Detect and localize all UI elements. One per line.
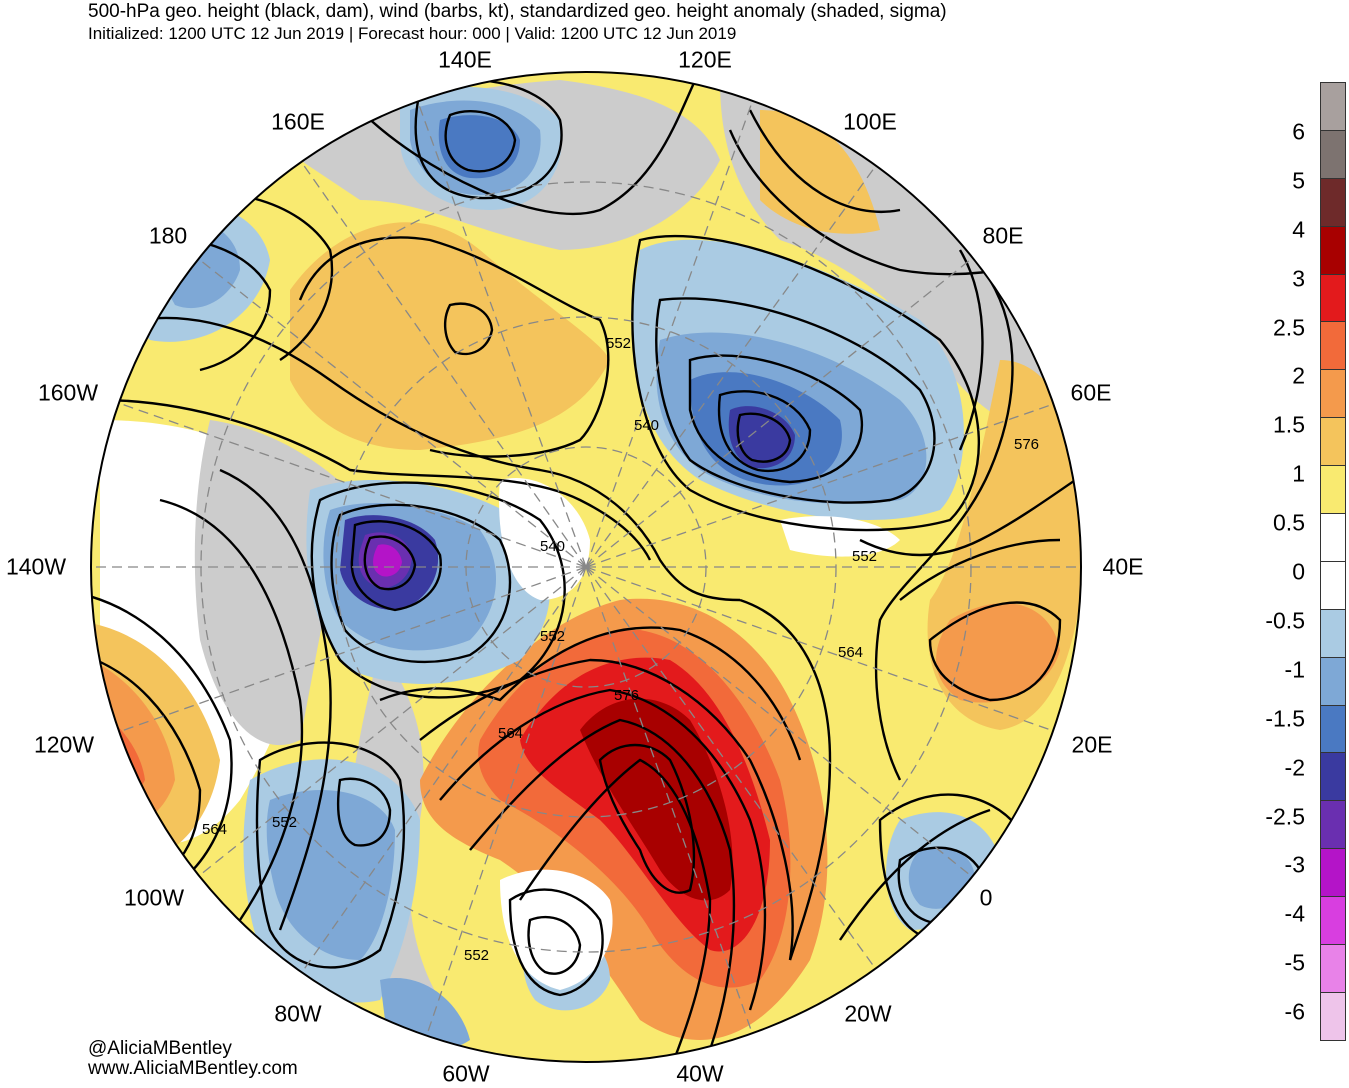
colorbar-tick-label: -2 — [1284, 754, 1305, 781]
colorbar-tick-label: 6 — [1292, 118, 1305, 145]
credit-handle: @AliciaMBentley — [88, 1038, 232, 1059]
contour-label: 576 — [1014, 436, 1039, 453]
contour-label: 540 — [634, 417, 659, 434]
colorbar-swatch — [1320, 513, 1346, 562]
colorbar-tick-label: -5 — [1284, 949, 1305, 976]
map-title: 500-hPa geo. height (black, dam), wind (… — [88, 1, 947, 22]
colorbar-tick-label: 0 — [1292, 558, 1305, 585]
colorbar-swatch — [1320, 752, 1346, 802]
colorbar-tick-label: 3 — [1292, 265, 1305, 292]
lon-label-100e: 100E — [843, 108, 897, 135]
map-boundary — [90, 71, 1082, 1063]
colorbar-swatch — [1320, 656, 1346, 706]
colorbar-swatch — [1320, 177, 1346, 227]
colorbar-swatch — [1320, 848, 1346, 898]
lon-label-60e: 60E — [1070, 379, 1112, 406]
contour-label: 552 — [540, 628, 565, 645]
colorbar-tick-label: -3 — [1284, 851, 1305, 878]
lon-label-80w: 80W — [274, 1000, 322, 1027]
lon-label-140w: 140W — [5, 553, 67, 580]
colorbar-swatch — [1320, 896, 1346, 946]
colorbar-swatch — [1320, 369, 1346, 419]
contour-label: 552 — [464, 947, 489, 964]
colorbar-swatch — [1320, 704, 1346, 754]
colorbar-tick-label: -4 — [1284, 900, 1305, 927]
lon-label-120w: 120W — [33, 731, 95, 758]
colorbar-swatch — [1320, 608, 1346, 658]
colorbar-tick-label: 5 — [1292, 167, 1305, 194]
colorbar-tick-label: -2.5 — [1265, 803, 1305, 829]
colorbar-tick-label: 4 — [1292, 216, 1305, 243]
colorbar-tick-label: -1.5 — [1265, 705, 1305, 732]
lon-label-120e: 120E — [678, 46, 732, 73]
lon-label-180: 180 — [148, 222, 188, 249]
colorbar-swatch — [1320, 944, 1346, 993]
contour-value-labels: 552 540 540 552 552 564 576 564 552 564 … — [202, 335, 1039, 964]
credit-website: www.AliciaMBentley.com — [88, 1058, 298, 1079]
lon-label-160e: 160E — [271, 108, 325, 135]
colorbar-swatch — [1320, 321, 1346, 371]
contour-label: 552 — [272, 814, 297, 831]
contour-label: 564 — [838, 644, 863, 661]
map-subtitle: Initialized: 1200 UTC 12 Jun 2019 | Fore… — [88, 24, 737, 43]
colorbar-swatch — [1320, 273, 1346, 323]
contour-label: 540 — [540, 538, 565, 555]
contour-label: 552 — [606, 335, 631, 352]
colorbar-tick-label: 1 — [1292, 460, 1305, 487]
lon-label-40w: 40W — [676, 1060, 724, 1087]
colorbar-swatch — [1320, 225, 1346, 275]
colorbar-swatch — [1320, 800, 1346, 850]
colorbar-swatch — [1320, 560, 1346, 610]
lon-label-60w: 60W — [442, 1060, 490, 1087]
lon-label-160w: 160W — [37, 379, 99, 406]
contour-label: 564 — [202, 821, 227, 838]
lon-label-40e: 40E — [1102, 553, 1144, 580]
contour-label: 564 — [498, 725, 523, 742]
colorbar — [1320, 82, 1346, 1041]
colorbar-swatch — [1320, 465, 1346, 515]
colorbar-tick-label: 2 — [1292, 362, 1305, 389]
colorbar-tick-label: 1.5 — [1273, 411, 1305, 438]
colorbar-swatch — [1320, 991, 1346, 1041]
colorbar-swatch — [1320, 417, 1346, 467]
lon-label-80e: 80E — [982, 222, 1024, 249]
colorbar-tick-label: -0.5 — [1265, 607, 1305, 634]
height-contours — [91, 72, 1081, 1062]
colorbar-tick-label: 2.5 — [1273, 314, 1305, 340]
lon-label-20e: 20E — [1071, 731, 1113, 758]
colorbar-swatch — [1320, 82, 1346, 131]
lon-label-100w: 100W — [123, 884, 185, 911]
lon-label-140e: 140E — [438, 46, 492, 73]
lon-label-0: 0 — [979, 884, 993, 911]
latlon-grid — [91, 79, 1081, 1056]
contour-label: 576 — [614, 687, 639, 704]
colorbar-swatch — [1320, 129, 1346, 179]
colorbar-tick-label: 0.5 — [1273, 509, 1305, 536]
lon-label-20w: 20W — [844, 1000, 892, 1027]
colorbar-tick-label: -6 — [1284, 998, 1305, 1025]
colorbar-tick-label: -1 — [1284, 656, 1305, 683]
contour-label: 552 — [852, 548, 877, 565]
